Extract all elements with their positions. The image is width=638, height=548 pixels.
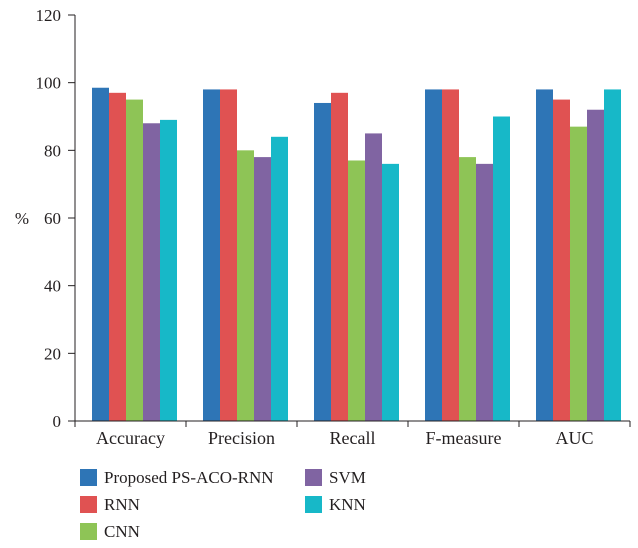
bar-recall-cnn	[348, 160, 365, 421]
bar-accuracy-proposed-ps-aco-rnn	[92, 87, 109, 421]
legend-swatch	[80, 469, 97, 486]
y-tick-label: 80	[44, 141, 61, 160]
bar-recall-svm	[365, 133, 382, 421]
bar-auc-cnn	[570, 126, 587, 422]
bar-f-measure-knn	[493, 116, 510, 421]
y-tick-label: 100	[36, 74, 62, 93]
bar-accuracy-cnn	[126, 99, 143, 421]
bar-accuracy-rnn	[109, 92, 126, 422]
legend-swatch	[80, 496, 97, 513]
legend-label: SVM	[329, 468, 366, 487]
bar-f-measure-svm	[476, 163, 493, 421]
legend-label: KNN	[329, 495, 366, 514]
x-category-label: Accuracy	[96, 428, 165, 448]
x-category-label: Precision	[208, 428, 275, 448]
bar-f-measure-cnn	[459, 157, 476, 421]
bars	[92, 87, 621, 422]
bar-auc-knn	[604, 89, 621, 421]
x-category-label: F-measure	[426, 428, 502, 448]
legend-label: Proposed PS-ACO-RNN	[104, 468, 274, 487]
bar-recall-proposed-ps-aco-rnn	[314, 102, 331, 421]
y-tick-label: 120	[36, 6, 62, 25]
y-tick-label: 20	[44, 344, 61, 363]
legend-label: RNN	[104, 495, 140, 514]
x-axis-ticks: Accuracy Precision Recall F-measure AUC	[74, 421, 631, 448]
bar-auc-rnn	[553, 99, 570, 421]
y-tick-label: 40	[44, 277, 61, 296]
bar-auc-proposed-ps-aco-rnn	[536, 89, 553, 421]
legend-swatch	[305, 496, 322, 513]
bar-recall-knn	[382, 163, 399, 421]
bar-precision-svm	[254, 157, 271, 421]
legend-swatch	[305, 469, 322, 486]
y-tick-label: 0	[53, 412, 62, 431]
bar-precision-knn	[271, 136, 288, 422]
x-category-label: Recall	[330, 428, 376, 448]
y-axis-title: %	[15, 209, 29, 228]
bar-precision-cnn	[237, 150, 254, 422]
bar-accuracy-knn	[160, 119, 177, 421]
bar-f-measure-rnn	[442, 89, 459, 421]
legend-swatch	[80, 523, 97, 540]
bar-precision-proposed-ps-aco-rnn	[203, 89, 220, 421]
bar-auc-svm	[587, 109, 604, 421]
bar-precision-rnn	[220, 89, 237, 421]
bar-recall-rnn	[331, 92, 348, 422]
bar-accuracy-svm	[143, 123, 160, 422]
y-axis-ticks: 0 20 40 60 80 100 120	[36, 6, 75, 431]
legend: Proposed PS-ACO-RNN RNN CNN SVM KNN	[80, 468, 366, 541]
y-tick-label: 60	[44, 209, 61, 228]
legend-label: CNN	[104, 522, 140, 541]
bar-f-measure-proposed-ps-aco-rnn	[425, 89, 442, 421]
plot-area: 0 20 40 60 80 100 120 Accuracy Precision Recall F…	[15, 6, 631, 448]
x-category-label: AUC	[555, 428, 593, 448]
